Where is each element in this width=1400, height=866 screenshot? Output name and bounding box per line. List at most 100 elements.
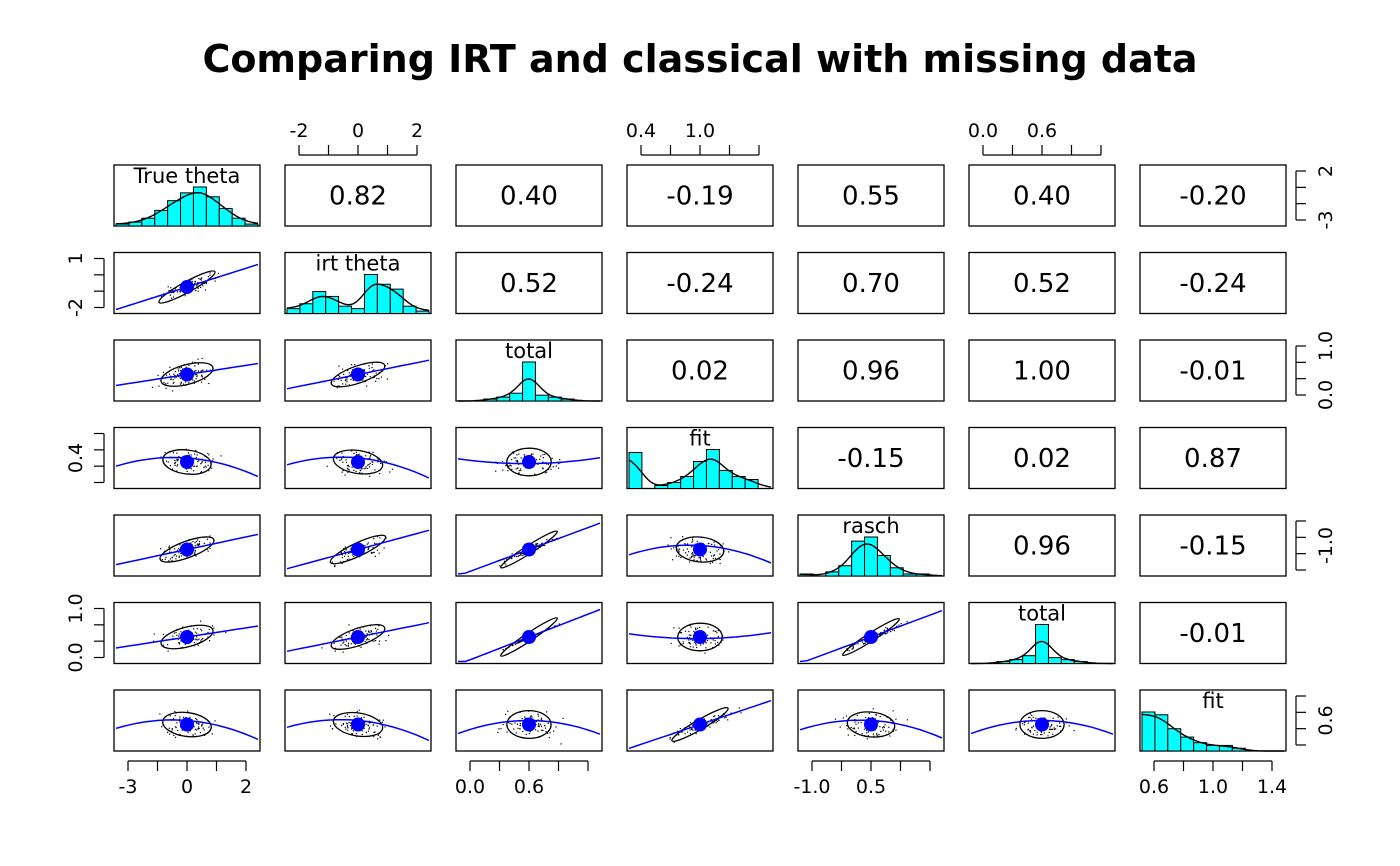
scatter-point — [196, 544, 198, 546]
scatter-point — [353, 452, 355, 454]
scatter-point — [209, 542, 211, 544]
scatter-point — [560, 743, 562, 745]
scatter-point — [880, 730, 882, 732]
scatter-point — [1036, 731, 1038, 733]
correlation-value: -0.01 — [1179, 619, 1246, 649]
scatter-point — [174, 464, 176, 466]
scatter-point — [515, 457, 517, 459]
scatter-point — [868, 717, 870, 719]
scatter-point — [684, 543, 686, 545]
scatter-point — [713, 716, 715, 718]
scatter-point — [546, 711, 548, 713]
scatter-point — [349, 552, 351, 554]
scatter-point — [344, 715, 346, 717]
panel-r3-c2 — [284, 339, 432, 402]
scatter-point — [370, 631, 373, 633]
scatter-point — [347, 464, 349, 466]
scatter-point — [346, 723, 349, 725]
scatter-point — [202, 285, 204, 287]
scatter-point — [520, 469, 522, 472]
scatter-point — [506, 731, 508, 733]
scatter-point — [690, 639, 692, 641]
scatter-point — [524, 716, 526, 718]
scatter-point — [209, 547, 211, 550]
scatter-point — [1027, 722, 1029, 724]
scatter-point — [1032, 716, 1034, 718]
scatter-point — [372, 451, 374, 453]
scatter-point — [191, 279, 193, 281]
scatter-point — [544, 544, 546, 546]
scatter-point — [673, 627, 675, 629]
scatter-point — [375, 630, 378, 632]
scatter-point — [213, 634, 215, 636]
scatter-point — [1059, 722, 1061, 724]
scatter-point — [194, 545, 196, 547]
scatter-point — [361, 467, 363, 470]
scatter-point — [368, 639, 370, 641]
scatter-point — [167, 286, 169, 288]
density-curve — [458, 378, 600, 402]
scatter-point — [367, 548, 369, 550]
scatter-point — [866, 732, 868, 734]
panel-r6-c7: -0.01 — [1139, 601, 1287, 665]
scatter-point — [728, 551, 730, 553]
scatter-point — [341, 452, 343, 454]
scatter-point — [350, 551, 352, 553]
scatter-point — [338, 385, 340, 387]
scatter-point — [198, 727, 200, 730]
scatter-point — [710, 642, 712, 644]
scatter-point — [1040, 731, 1042, 733]
histogram-bar — [351, 308, 365, 314]
scatter-point — [375, 640, 377, 642]
histogram-bar — [838, 565, 853, 577]
scatter-point — [346, 724, 349, 727]
mean-point — [180, 367, 194, 382]
scatter-point — [185, 468, 188, 470]
scatter-point — [203, 729, 205, 731]
scatter-point — [208, 628, 210, 631]
scatter-point — [1073, 730, 1075, 732]
correlation-value: 0.52 — [500, 269, 558, 299]
panel-frame — [626, 601, 774, 665]
scatter-point — [198, 541, 200, 543]
histogram-bar — [654, 485, 669, 489]
histogram-bar — [693, 461, 707, 489]
panel-frame — [797, 689, 945, 752]
scatter-point — [369, 727, 371, 729]
scatter-point — [368, 728, 370, 730]
scatter-point — [348, 384, 350, 386]
scatter-point — [868, 712, 870, 714]
correlation-value: 1.00 — [1013, 357, 1071, 387]
scatter-point — [552, 466, 554, 468]
scatter-point — [554, 625, 556, 627]
correlation-value: -0.15 — [837, 444, 904, 474]
scatter-point — [214, 720, 216, 722]
scatter-point — [172, 556, 174, 558]
scatter-point — [179, 718, 181, 720]
scatter-point — [529, 731, 531, 733]
panel-r4-c5: -0.15 — [797, 426, 945, 490]
panel-r5-c4 — [626, 514, 774, 577]
histogram-bar — [231, 217, 246, 227]
scatter-point — [851, 648, 853, 650]
scatter-point — [519, 728, 521, 730]
scatter-point — [368, 463, 370, 466]
scatter-point — [178, 456, 180, 458]
scatter-point — [692, 552, 694, 554]
scatter-point — [680, 731, 682, 733]
scatter-point — [518, 472, 520, 474]
scatter-point — [183, 383, 185, 385]
scatter-point — [354, 643, 357, 645]
scatter-point — [358, 709, 360, 711]
scatter-point — [165, 460, 168, 462]
scatter-point — [562, 717, 564, 719]
scatter-point — [678, 555, 680, 557]
scatter-point — [201, 370, 203, 372]
scatter-point — [502, 724, 504, 726]
scatter-point — [517, 642, 519, 644]
scatter-point — [377, 628, 379, 630]
scatter-point — [193, 282, 196, 284]
scatter-point — [194, 728, 196, 730]
scatter-point — [179, 733, 181, 735]
scatter-point — [343, 548, 345, 550]
